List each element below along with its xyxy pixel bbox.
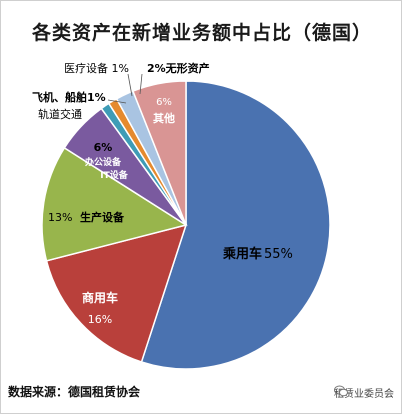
label-aircraft-line2: 轨道交通 (38, 107, 82, 121)
chart-title: 各类资产在新增业务额中占比（德国） (31, 22, 372, 44)
leader-lines (107, 73, 143, 104)
label-it-name: IT设备 (100, 169, 128, 181)
label-intangible: 2%无形资产 (147, 61, 210, 75)
label-other-pct: 6% (156, 97, 172, 108)
brand-name: 租赁业委员会 (334, 389, 394, 400)
label-aircraft-line1: 飞机、船舶1% (32, 90, 106, 104)
pie-slice-2 (41, 146, 188, 262)
label-office-name: 办公设备 (85, 156, 122, 168)
label-other-name: 其他 (153, 111, 175, 125)
label-car-name: 乘用车 (222, 246, 262, 262)
label-office-pct: 6% (94, 141, 113, 154)
leader-line-intangible (139, 73, 143, 95)
label-truck-name: 商用车 (82, 290, 118, 305)
label-prod-name: 生产设备 (80, 210, 125, 224)
label-prod-pct: 13% (48, 211, 72, 224)
pie-slices (41, 80, 331, 370)
pie-slice-0 (140, 80, 331, 370)
leader-line-aircraft (107, 99, 127, 104)
wechat-icon (334, 385, 348, 397)
label-truck-pct: 16% (88, 313, 112, 326)
leader-line-medical (127, 73, 133, 97)
pie-slice-7 (132, 80, 187, 226)
label-car-pct: 55% (264, 247, 293, 262)
data-source: 数据来源：德国租赁协会 (8, 385, 141, 399)
pie-slice-1 (45, 223, 188, 363)
label-medical: 医疗设备 1% (64, 61, 129, 75)
brand-watermark: 租赁业委员会 (334, 385, 394, 400)
